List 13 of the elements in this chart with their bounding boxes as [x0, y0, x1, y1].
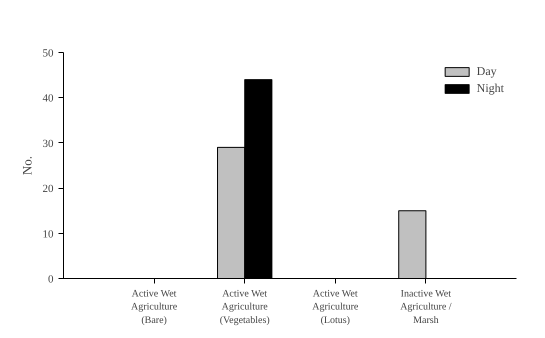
y-tick-label: 40	[42, 92, 54, 105]
y-axis-title: No.	[20, 156, 34, 176]
legend-label: Night	[476, 81, 504, 96]
x-tick-label: Active Wet Agriculture (Bare)	[131, 288, 178, 326]
x-tick-label: Active Wet Agriculture (Lotus)	[312, 288, 359, 326]
y-tick-label: 20	[42, 183, 54, 196]
y-tick-label: 10	[42, 228, 54, 240]
y-tick-label: 30	[42, 138, 54, 150]
x-tick-label: Active Wet Agriculture (Vegetables)	[220, 288, 270, 326]
x-tick-label: Inactive Wet Agriculture / Marsh	[400, 288, 452, 326]
y-tick-label: 0	[48, 274, 54, 286]
y-tick-label: 50	[42, 48, 54, 60]
legend-label: Day	[476, 64, 497, 79]
